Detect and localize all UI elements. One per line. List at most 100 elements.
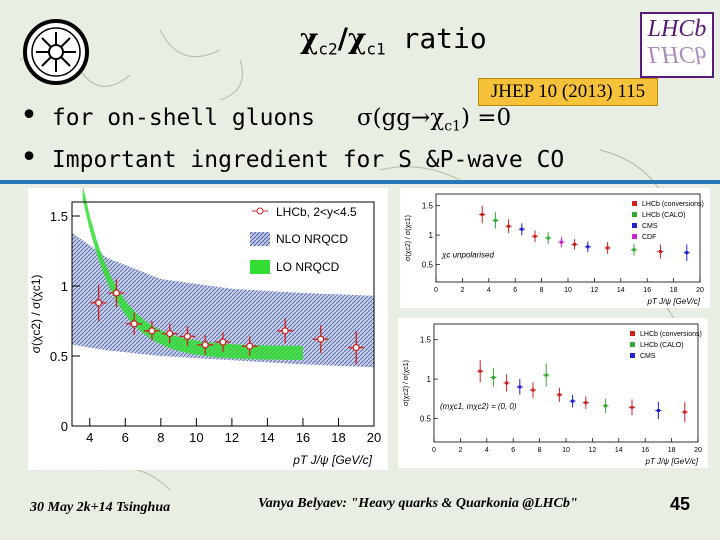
plot-background xyxy=(400,188,710,308)
legend-swatch xyxy=(250,260,270,274)
legend-marker xyxy=(630,342,635,347)
marker xyxy=(507,224,511,228)
slide-title: χc2/χc1 ratio xyxy=(300,22,487,59)
x-tick-label: 2 xyxy=(460,287,464,294)
x-tick-label: 20 xyxy=(694,447,702,454)
lo-nrqcd-band xyxy=(82,188,303,360)
marker xyxy=(586,245,590,249)
x-tick-label: 0 xyxy=(434,287,438,294)
x-tick-label: 10 xyxy=(564,287,572,294)
x-axis-label: pT J/ψ [GeV/c] xyxy=(292,453,372,467)
data-point xyxy=(161,323,178,344)
data-point xyxy=(179,326,196,347)
marker xyxy=(606,246,610,250)
marker xyxy=(317,335,325,343)
data-point xyxy=(530,382,536,398)
marker xyxy=(281,327,289,335)
data-point xyxy=(571,239,578,250)
legend-label: LHCb (conversions) xyxy=(642,201,704,208)
x-tick-label: 20 xyxy=(696,287,704,294)
ratio-chart-unpolarised: 0 2 4 6 8 10 12 14 16 18 20 0.5 1 1.5 pT J/ψ [GeV/c] σ(… xyxy=(400,188,710,308)
x-tick-label: 6 xyxy=(513,287,517,294)
tsinghua-logo xyxy=(23,19,89,85)
bullet-formula: σ(gg→χc1) =0 xyxy=(356,105,512,135)
marker xyxy=(478,369,482,373)
marker xyxy=(546,236,550,240)
marker xyxy=(493,218,497,222)
data-point xyxy=(518,223,525,236)
marker xyxy=(352,343,360,352)
marker xyxy=(658,249,662,253)
data-point xyxy=(516,379,523,395)
data-point xyxy=(655,401,662,420)
marker xyxy=(219,338,227,346)
x-axis-label: pT J/ψ [GeV/c] xyxy=(645,457,699,466)
data-point xyxy=(312,325,329,354)
legend-label: CDF xyxy=(642,234,656,241)
marker xyxy=(544,373,548,377)
legend-label: CMS xyxy=(640,353,656,360)
data-point xyxy=(681,401,688,423)
marker xyxy=(112,289,121,297)
chart-annotation: χc unpolarised xyxy=(441,250,495,259)
chart-annotation: (mχc1, mχc2) = (0, 0) xyxy=(440,402,517,411)
marker xyxy=(533,234,537,238)
marker xyxy=(571,399,575,403)
marker xyxy=(94,299,103,307)
marker xyxy=(656,409,660,413)
legend-label: LHCb (conversions) xyxy=(640,331,702,338)
data-point xyxy=(90,284,107,321)
marker xyxy=(557,393,561,397)
data-point xyxy=(479,205,486,224)
x-tick-label: 4 xyxy=(86,430,93,445)
marker xyxy=(685,251,689,255)
y-tick-label: 1 xyxy=(429,231,434,240)
x-tick-label: 10 xyxy=(562,447,570,454)
marker xyxy=(130,320,138,328)
data-point xyxy=(477,360,484,383)
data-point xyxy=(582,396,589,409)
x-tick-label: 0 xyxy=(432,447,436,454)
legend-marker xyxy=(632,212,637,217)
x-tick-label: 12 xyxy=(589,447,597,454)
data-point xyxy=(657,244,664,259)
x-tick-label: 18 xyxy=(668,447,676,454)
x-tick-label: 14 xyxy=(260,430,274,445)
data-point xyxy=(545,232,552,244)
data-point xyxy=(143,321,160,341)
x-tick-label: 14 xyxy=(615,447,623,454)
x-tick-label: 18 xyxy=(670,287,678,294)
footer-author: Vanya Belyaev: "Heavy quarks & Quarkonia… xyxy=(258,496,578,511)
marker xyxy=(559,240,563,244)
x-tick-label: 6 xyxy=(122,430,129,445)
data-point xyxy=(683,244,690,261)
x-tick-label: 18 xyxy=(331,430,345,445)
page-number: 45 xyxy=(670,494,691,514)
y-axis-label: σ(χc2) / σ(χc1) xyxy=(29,275,43,354)
marker xyxy=(573,242,577,246)
marker xyxy=(148,327,156,335)
data-point xyxy=(503,374,510,392)
legend-label: LHCb, 2<y<4.5 xyxy=(276,205,357,219)
x-tick-label: 6 xyxy=(511,447,515,454)
data-point xyxy=(348,330,365,365)
main-ratio-chart: 4 6 8 10 12 14 16 18 20 0 0.5 1 1.5 pT J/ψ [GeV/c] σ(χ… xyxy=(28,188,388,470)
legend-marker xyxy=(632,223,637,228)
data-point xyxy=(604,242,611,254)
bullet-1: • for on-shell gluons σ(gg→χc1) =0 xyxy=(20,98,512,135)
x-tick-label: 4 xyxy=(485,447,489,454)
legend-label: LO NRQCD xyxy=(276,260,340,274)
x-tick-label: 12 xyxy=(591,287,599,294)
x-tick-label: 8 xyxy=(538,447,542,454)
marker xyxy=(531,388,535,392)
legend-marker xyxy=(632,201,637,206)
data-point xyxy=(492,212,499,229)
legend-marker xyxy=(630,331,635,336)
x-tick-label: 20 xyxy=(367,430,381,445)
legend-label: LHCb (CALO) xyxy=(640,342,684,349)
x-tick-label: 16 xyxy=(641,447,649,454)
y-tick-label: 1.5 xyxy=(422,202,434,211)
bullet-dot: • xyxy=(20,140,39,175)
y-tick-label: 1 xyxy=(427,375,432,384)
data-point xyxy=(602,398,609,413)
